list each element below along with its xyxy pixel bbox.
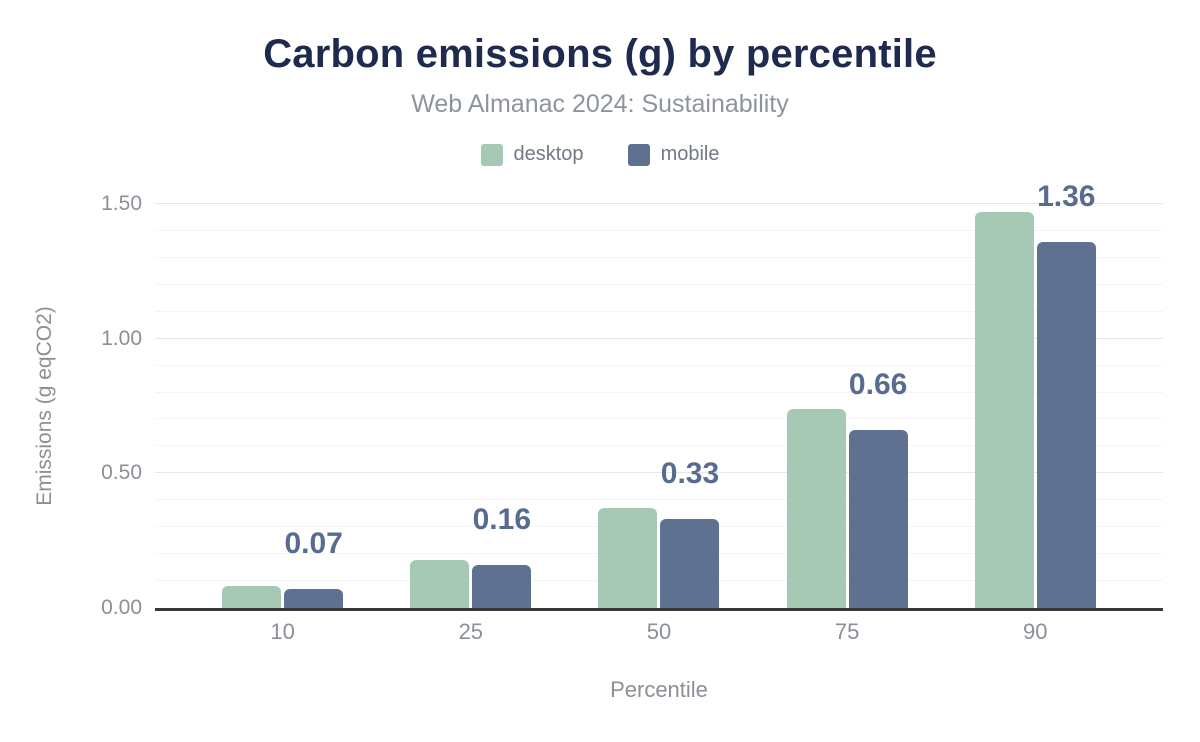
chart-subtitle: Web Almanac 2024: Sustainability bbox=[411, 90, 789, 118]
mobile-swatch-icon bbox=[627, 143, 650, 166]
gridline-major bbox=[155, 472, 1163, 474]
bar-group-p10: 0.07 bbox=[222, 204, 344, 608]
x-axis-tick-label: 75 bbox=[834, 619, 860, 644]
x-axis-tick-label: 90 bbox=[1023, 619, 1048, 644]
gridline-minor bbox=[155, 445, 1163, 447]
plot-area: 0.07 0.16 0.33 0.66 1.36 bbox=[155, 181, 1163, 611]
gridline-minor bbox=[155, 283, 1163, 285]
bar-mobile-p10[interactable] bbox=[284, 589, 344, 608]
bar-desktop-p25[interactable] bbox=[410, 559, 470, 608]
y-axis-tick-label: 1.50 bbox=[101, 192, 142, 215]
bar-desktop-p75[interactable] bbox=[786, 408, 846, 608]
chart-title: Carbon emissions (g) by percentile bbox=[263, 32, 937, 76]
gridline-minor bbox=[155, 364, 1163, 366]
y-axis-tick-label: 0.00 bbox=[101, 596, 142, 619]
bar-desktop-p50[interactable] bbox=[598, 508, 658, 608]
y-axis: 0.00 0.50 1.00 1.50 bbox=[0, 193, 142, 619]
y-axis-tick-label: 1.00 bbox=[101, 326, 142, 350]
gridline-minor bbox=[155, 229, 1163, 231]
bar-desktop-p10[interactable] bbox=[222, 586, 282, 608]
x-axis-tick-label: 10 bbox=[270, 619, 295, 644]
bar-value-label-p75: 0.66 bbox=[848, 368, 908, 402]
x-axis-tick-label: 50 bbox=[646, 619, 672, 644]
bar-group-p75: 0.66 bbox=[786, 204, 908, 608]
bar-mobile-p25[interactable] bbox=[472, 564, 532, 608]
bar-value-label-p50: 0.33 bbox=[660, 457, 720, 491]
legend-item-desktop[interactable]: desktop bbox=[480, 143, 584, 166]
gridline-major bbox=[155, 337, 1163, 339]
gridline-minor bbox=[155, 310, 1163, 312]
gridline-minor bbox=[155, 499, 1163, 501]
bar-mobile-p50[interactable] bbox=[660, 519, 720, 608]
bar-group-p50: 0.33 bbox=[598, 204, 720, 608]
gridline-minor bbox=[155, 418, 1163, 420]
bar-mobile-p90[interactable] bbox=[1036, 241, 1096, 608]
bar-value-label-p10: 0.07 bbox=[284, 527, 343, 561]
bar-group-p25: 0.16 bbox=[410, 204, 532, 608]
gridline-minor bbox=[155, 553, 1163, 555]
x-axis-tick-label: 25 bbox=[458, 619, 484, 644]
gridline-minor bbox=[155, 526, 1163, 528]
gridline-minor bbox=[155, 391, 1163, 393]
bar-mobile-p75[interactable] bbox=[848, 430, 908, 608]
bar-value-label-p90: 1.36 bbox=[1037, 179, 1096, 213]
desktop-swatch-icon bbox=[480, 143, 503, 166]
x-axis: 10 25 50 75 90 bbox=[155, 619, 1163, 645]
bar-groups: 0.07 0.16 0.33 0.66 1.36 bbox=[155, 181, 1163, 608]
y-axis-tick-label: 0.50 bbox=[101, 461, 142, 485]
bar-value-label-p25: 0.16 bbox=[472, 502, 531, 536]
gridline-minor bbox=[155, 256, 1163, 258]
bar-group-p90: 1.36 bbox=[974, 181, 1096, 608]
legend-label-mobile: mobile bbox=[660, 143, 720, 165]
legend-label-desktop: desktop bbox=[513, 143, 584, 165]
bar-desktop-p90[interactable] bbox=[974, 212, 1034, 608]
legend-item-mobile[interactable]: mobile bbox=[627, 143, 720, 166]
gridline-major bbox=[155, 203, 1163, 204]
legend: desktop mobile bbox=[0, 143, 1200, 166]
x-axis-title: Percentile bbox=[610, 677, 708, 702]
gridline-minor bbox=[155, 580, 1163, 582]
